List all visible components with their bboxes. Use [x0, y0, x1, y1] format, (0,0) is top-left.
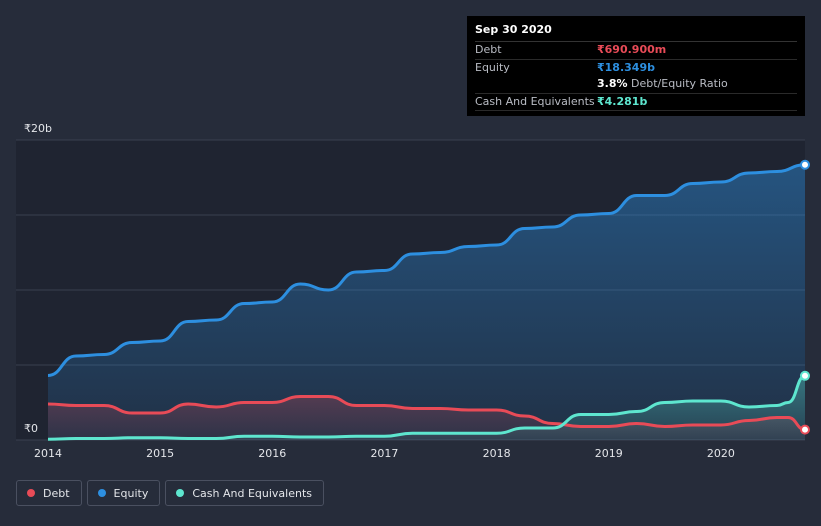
tooltip-ratio-value: 3.8%: [597, 77, 628, 90]
tooltip-row-ratio: 3.8% Debt/Equity Ratio: [475, 76, 797, 94]
equity-dot-icon: [97, 489, 106, 497]
y-tick-label: ₹20b: [24, 122, 52, 135]
tooltip-equity-value: ₹18.349b: [597, 60, 655, 74]
cash-area: [48, 375, 805, 440]
debt-dot-icon: [27, 489, 35, 497]
tooltip-cash-label: Cash And Equivalents: [475, 94, 595, 108]
legend: Debt Equity Cash And Equivalents: [16, 480, 324, 506]
debt-end-marker: [800, 424, 810, 435]
tooltip-debt-label: Debt: [475, 43, 502, 56]
x-tick-label: 2016: [258, 447, 286, 460]
x-tick-label: 2020: [707, 447, 735, 460]
legend-item-cash[interactable]: Cash And Equivalents: [165, 480, 324, 506]
series-end-markers: [800, 159, 810, 435]
x-axis: 2014 2015 2016 2017 2018 2019 2020: [34, 447, 735, 460]
tooltip-cash-value: ₹4.281b: [597, 94, 648, 108]
legend-debt-label: Debt: [43, 486, 70, 500]
series-areas: [48, 164, 805, 440]
x-tick-label: 2017: [370, 447, 398, 460]
tooltip-equity-label: Equity: [475, 60, 510, 74]
y-tick-label: ₹0: [24, 422, 38, 435]
x-tick-label: 2015: [146, 447, 174, 460]
tooltip-row-debt: Debt ₹690.900m: [475, 42, 797, 60]
debt-line: [47, 395, 806, 432]
x-tick-label: 2014: [34, 447, 62, 460]
legend-equity-label: Equity: [113, 486, 149, 500]
tooltip-debt-value: ₹690.900m: [597, 43, 667, 56]
equity-area: [48, 164, 805, 440]
cash-end-marker: [800, 370, 810, 381]
y-axis: ₹0 ₹20b: [24, 122, 52, 435]
x-tick-label: 2019: [595, 447, 623, 460]
legend-item-equity[interactable]: Equity: [86, 480, 161, 506]
legend-cash-label: Cash And Equivalents: [192, 486, 312, 500]
tooltip-row-equity: Equity ₹18.349b: [475, 60, 797, 77]
legend-item-debt[interactable]: Debt: [16, 480, 82, 506]
x-tick-label: 2018: [483, 447, 511, 460]
equity-line: [47, 163, 806, 377]
tooltip-ratio-label: Debt/Equity Ratio: [631, 77, 728, 90]
tooltip: Sep 30 2020 Debt ₹690.900m Equity ₹18.34…: [467, 16, 805, 116]
equity-end-marker: [800, 159, 810, 170]
series-lines: [47, 163, 806, 441]
tooltip-row-cash: Cash And Equivalents ₹4.281b: [475, 94, 797, 111]
tooltip-date: Sep 30 2020: [475, 23, 797, 42]
cash-line: [47, 374, 806, 441]
cash-dot-icon: [176, 489, 185, 497]
